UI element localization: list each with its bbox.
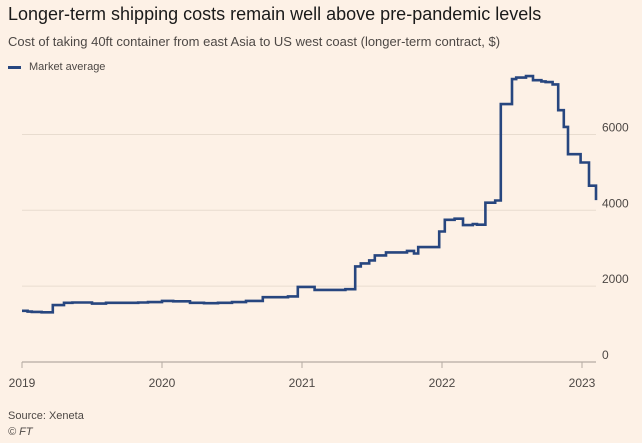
series-line-market-average bbox=[22, 74, 598, 314]
chart-title: Longer-term shipping costs remain well a… bbox=[8, 4, 542, 24]
y-tick-label: 6000 bbox=[602, 120, 629, 134]
x-tick-label: 2020 bbox=[149, 376, 176, 390]
y-tick-label: 2000 bbox=[602, 272, 629, 286]
chart-subtitle: Cost of taking 40ft container from east … bbox=[8, 34, 501, 49]
source-note: Source: Xeneta bbox=[8, 410, 84, 422]
legend: Market average bbox=[8, 61, 105, 73]
ft-credit: © FT bbox=[8, 426, 33, 438]
x-tick-label: 2021 bbox=[289, 376, 316, 390]
legend-label: Market average bbox=[29, 61, 106, 73]
legend-swatch bbox=[8, 65, 21, 69]
y-tick-label: 0 bbox=[602, 348, 609, 362]
y-tick-label: 4000 bbox=[602, 196, 629, 210]
x-tick-label: 2022 bbox=[429, 376, 456, 390]
x-tick-label: 2019 bbox=[9, 376, 36, 390]
x-tick-label: 2023 bbox=[569, 376, 596, 390]
